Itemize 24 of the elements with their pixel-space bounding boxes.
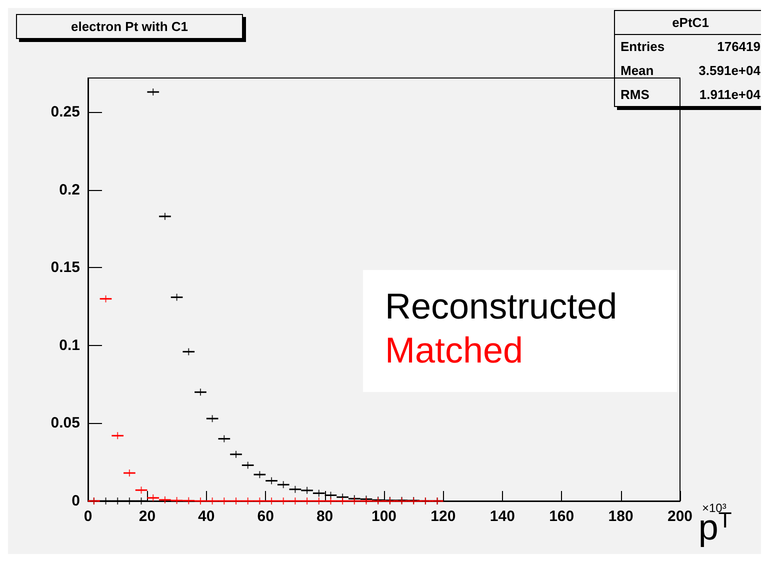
y-tick-label: 0.15 bbox=[50, 259, 80, 276]
text: Mean 3.591e+04 bbox=[620, 63, 760, 78]
x-tick-label: 200 bbox=[667, 508, 693, 525]
y-tick-label: 0.25 bbox=[50, 104, 80, 121]
text: Reconstructed bbox=[385, 286, 618, 326]
x-tick-label: 80 bbox=[316, 508, 334, 525]
y-tick-label: 0.2 bbox=[59, 181, 80, 198]
y-tick-label: 0 bbox=[72, 492, 80, 510]
y-tick-label: 0.05 bbox=[50, 414, 80, 432]
x-tick-label: 180 bbox=[608, 508, 634, 525]
x-tick-label: 160 bbox=[549, 508, 574, 525]
x-tick-label: 0 bbox=[84, 508, 92, 525]
x-tick-label: 120 bbox=[430, 508, 456, 525]
text: Matched bbox=[385, 330, 524, 370]
x-tick-label: 60 bbox=[257, 508, 274, 525]
chart-title: electron Pt with C1 bbox=[70, 19, 188, 34]
x-tick-label: 100 bbox=[371, 508, 397, 525]
x-tick-label: 20 bbox=[138, 508, 156, 525]
x-tick-label: 40 bbox=[198, 508, 215, 525]
text: Entries 176419 bbox=[620, 39, 760, 54]
y-tick-label: 0.1 bbox=[59, 336, 80, 354]
x-tick-label: 140 bbox=[490, 508, 515, 525]
text: ePtC1 bbox=[672, 15, 709, 30]
text: RMS 1.911e+04 bbox=[620, 87, 760, 102]
